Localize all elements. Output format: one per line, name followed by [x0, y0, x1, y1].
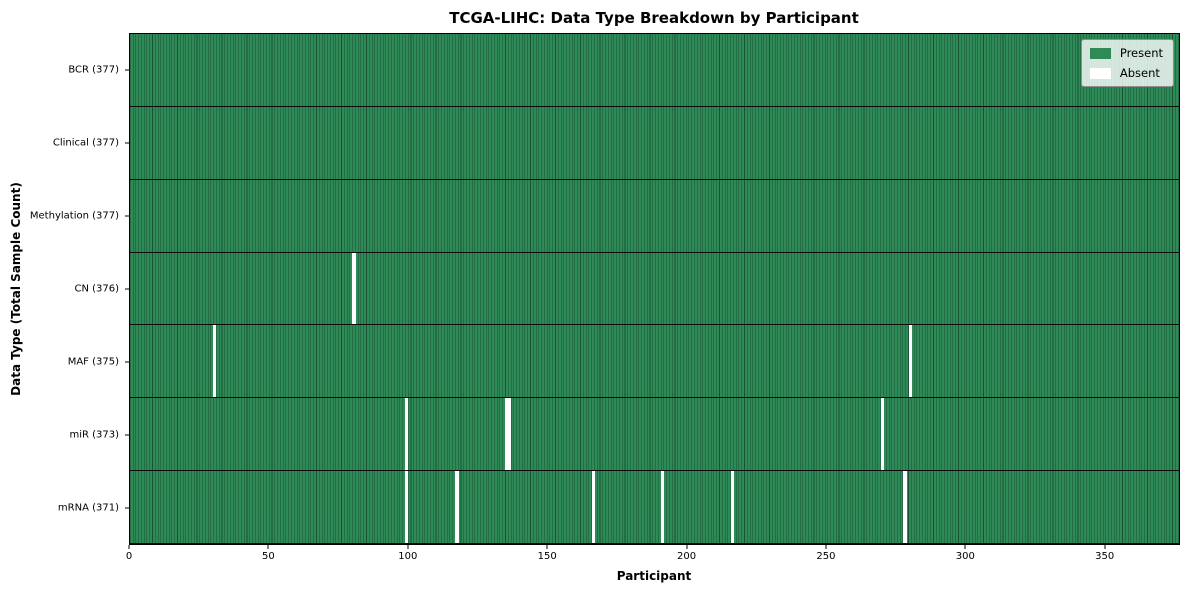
plot-area: Present Absent [129, 33, 1180, 545]
absent-cell-mir-270 [881, 398, 885, 471]
y-tick-label-maf: MAF (375) [67, 356, 119, 368]
x-tick-mark [546, 545, 548, 549]
legend-item-absent: Absent [1089, 66, 1163, 80]
y-tick-label-clinical: Clinical (377) [52, 137, 119, 149]
x-tick-mark [267, 545, 269, 549]
x-tick-mark [407, 545, 409, 549]
absent-cell-mir-136 [508, 398, 512, 471]
x-tick-label-200: 200 [677, 551, 697, 562]
y-tick-mark [125, 215, 129, 217]
absent-cell-mir-99 [405, 398, 409, 471]
heatmap-row-mir [130, 398, 1179, 472]
x-tick-label-250: 250 [816, 551, 836, 562]
y-tick-label-bcr: BCR (377) [68, 64, 119, 76]
x-tick-mark [964, 545, 966, 549]
y-tick-mark [125, 288, 129, 290]
legend-item-present: Present [1089, 46, 1163, 60]
heatmap-row-methylation [130, 179, 1179, 253]
x-tick-label-150: 150 [537, 551, 557, 562]
heatmap-row-cn [130, 252, 1179, 326]
absent-cell-mrna-278 [903, 471, 907, 544]
x-tick-label-300: 300 [955, 551, 975, 562]
y-tick-mark [125, 507, 129, 509]
x-tick-mark [825, 545, 827, 549]
y-axis: BCR (377) Clinical (377) Methylation (377)… [0, 33, 129, 545]
x-tick-label-50: 50 [262, 551, 275, 562]
legend-label-absent: Absent [1119, 66, 1160, 80]
y-tick-label-cn: CN (376) [74, 283, 119, 295]
x-tick-label-100: 100 [398, 551, 418, 562]
absent-cell-cn-80 [352, 252, 356, 325]
heatmap-row-mrna [130, 471, 1179, 545]
y-tick-label-methylation: Methylation (377) [29, 210, 119, 222]
heatmap-row-maf [130, 325, 1179, 399]
absent-cell-maf-30 [213, 325, 217, 398]
x-axis: 0 50 100 150 200 250 300 350 [125, 545, 1180, 569]
absent-cell-mrna-99 [405, 471, 409, 544]
heatmap-row-bcr [130, 34, 1179, 107]
x-axis-label: Participant [616, 569, 692, 583]
absent-swatch [1089, 67, 1111, 79]
absent-cell-maf-280 [908, 325, 913, 398]
x-tick-label-350: 350 [1095, 551, 1115, 562]
absent-cell-mrna-117 [455, 471, 459, 544]
absent-cell-mrna-191 [661, 471, 665, 544]
absent-cell-mrna-166 [591, 471, 595, 544]
x-tick-label-0: 0 [125, 551, 133, 562]
y-tick-mark [125, 434, 129, 436]
legend: Present Absent [1080, 39, 1174, 87]
x-tick-mark [686, 545, 688, 549]
present-swatch [1089, 47, 1111, 59]
absent-cell-mir-135 [505, 398, 509, 471]
y-tick-mark [125, 361, 129, 363]
y-tick-mark [125, 69, 129, 71]
y-tick-label-mrna: mRNA (371) [57, 502, 119, 514]
legend-label-present: Present [1119, 46, 1163, 60]
y-tick-label-mir: miR (373) [69, 429, 119, 441]
chart-title: TCGA-LIHC: Data Type Breakdown by Partic… [449, 9, 859, 27]
x-tick-mark [1104, 545, 1106, 549]
y-tick-mark [125, 142, 129, 144]
x-tick-mark [128, 545, 130, 549]
heatmap-row-clinical [130, 106, 1179, 180]
absent-cell-mrna-216 [730, 471, 735, 544]
